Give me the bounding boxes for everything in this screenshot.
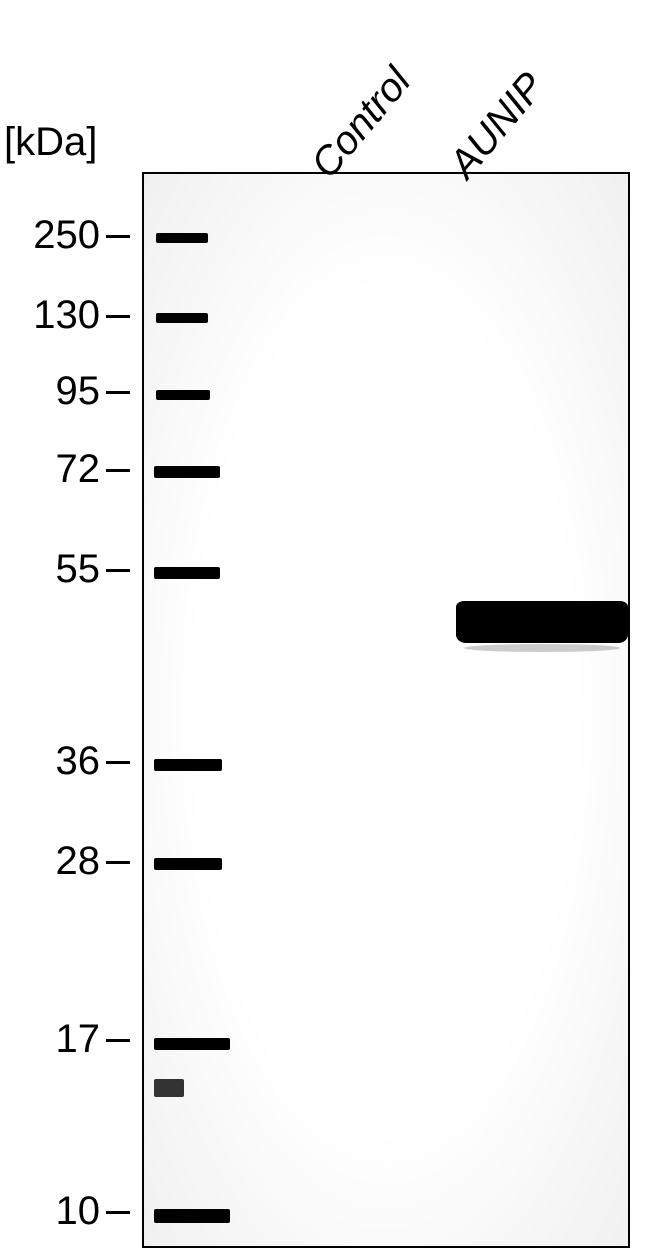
mw-tick-55 [106,569,130,572]
mw-tick-95 [106,391,130,394]
membrane-vignette [144,174,628,1246]
ladder-band-1 [156,313,208,323]
ladder-band-4 [154,567,220,579]
mw-tick-250 [106,235,130,238]
ladder-band-0 [156,233,208,243]
ladder-band-9 [154,1209,230,1223]
mw-label-55: 55 [56,547,101,592]
lane-label-aunip: AUNIP [441,64,554,187]
mw-tick-10 [106,1211,130,1214]
mw-label-250: 250 [33,213,100,258]
mw-label-28: 28 [56,839,101,884]
ladder-band-7 [154,1038,230,1050]
western-blot-figure: [kDa] 250 130 95 72 55 36 28 17 10 ControlAUNIP [0,0,650,1259]
mw-label-72: 72 [56,447,101,492]
axis-unit-label: [kDa] [4,120,97,165]
mw-label-130: 130 [33,293,100,338]
ladder-band-6 [154,858,222,870]
aunip-band [456,601,628,643]
ladder-band-3 [154,466,220,478]
mw-label-17: 17 [56,1017,101,1062]
lane-label-control: Control [303,59,420,187]
mw-tick-17 [106,1039,130,1042]
mw-tick-130 [106,315,130,318]
mw-label-10: 10 [56,1189,101,1234]
mw-label-95: 95 [56,369,101,414]
mw-tick-28 [106,861,130,864]
mw-tick-72 [106,469,130,472]
mw-tick-36 [106,761,130,764]
ladder-band-2 [156,390,210,400]
aunip-band-shadow [464,644,620,652]
mw-label-36: 36 [56,739,101,784]
ladder-band-5 [154,759,222,771]
blot-membrane-frame [142,172,630,1248]
ladder-band-8 [154,1079,184,1097]
